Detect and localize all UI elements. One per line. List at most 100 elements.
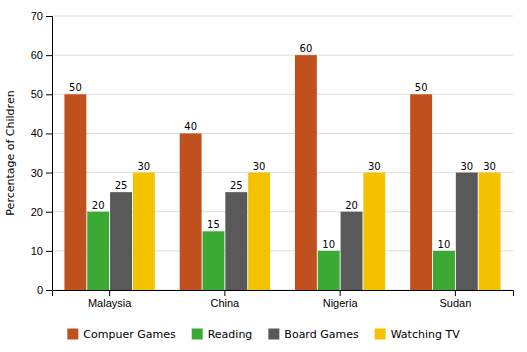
grid (52, 16, 513, 290)
x-tick: Sudan (439, 290, 471, 309)
y-tick: 60 (31, 49, 52, 61)
x-tick-mark (340, 290, 341, 296)
grid-line (52, 94, 513, 95)
grid-line (52, 16, 513, 17)
legend-label: Board Games (284, 328, 359, 341)
y-tick-mark (46, 212, 52, 213)
legend-swatch (67, 329, 78, 340)
legend-swatch (192, 329, 203, 340)
x-tick-mark (224, 290, 225, 296)
chart-container: 50 40 60 50 20 15 10 10 25 25 20 30 30 30 30 30 0 10 20 30 4… (0, 0, 527, 352)
grid-line (52, 172, 513, 173)
y-tick-label: 50 (31, 88, 43, 100)
data-label: 40 (184, 121, 197, 132)
y-tick-label: 30 (31, 167, 43, 179)
bar (248, 173, 270, 290)
x-tick-label: China (211, 297, 241, 309)
data-label: 30 (483, 161, 496, 172)
data-label: 15 (207, 219, 220, 230)
bars (64, 55, 500, 290)
legend-item: Reading (192, 328, 253, 341)
grid-line (52, 55, 513, 56)
data-label: 60 (300, 43, 313, 54)
legend-label: Watching TV (391, 328, 460, 341)
data-label: 10 (322, 239, 335, 250)
x-axis-line (53, 291, 514, 297)
bar (433, 251, 455, 290)
x-tick: China (211, 290, 241, 309)
legend-label: Compuer Games (83, 328, 176, 341)
bar (87, 212, 109, 290)
data-label: 30 (460, 161, 473, 172)
y-axis-line (46, 17, 53, 291)
bar (203, 231, 225, 290)
x-tick: Nigeria (323, 290, 359, 309)
legend-label: Reading (208, 328, 253, 341)
data-labels: 50 40 60 50 20 15 10 10 25 25 20 30 30 30 30 30 (69, 43, 496, 250)
bar (479, 173, 501, 290)
x-tick-label: Sudan (439, 297, 471, 309)
bar (133, 173, 155, 290)
y-tick: 20 (31, 206, 52, 218)
y-tick-label: 10 (31, 245, 43, 257)
data-label: 25 (115, 180, 128, 191)
x-tick-mark (109, 290, 110, 296)
x-tick-label: Malaysia (88, 297, 132, 309)
bar (180, 133, 202, 290)
y-tick-label: 70 (31, 10, 43, 22)
legend-item: Compuer Games (67, 328, 176, 341)
bar (363, 173, 385, 290)
legend-item: Board Games (268, 328, 359, 341)
plot: 50 40 60 50 20 15 10 10 25 25 20 30 30 30 30 30 0 10 20 30 4… (4, 10, 514, 309)
bar (64, 94, 86, 290)
y-tick-mark (46, 173, 52, 174)
x-axis: Malaysia China Nigeria Sudan (53, 290, 514, 309)
bar (456, 173, 478, 290)
legend-swatch (268, 329, 279, 340)
y-tick-mark (46, 290, 52, 291)
bar (410, 94, 432, 290)
bar (341, 212, 363, 290)
y-tick-mark (46, 133, 52, 134)
legend-item: Watching TV (375, 328, 460, 341)
y-tick: 40 (31, 127, 52, 139)
bar-series (64, 55, 432, 290)
data-label: 20 (345, 200, 358, 211)
y-tick-label: 0 (37, 284, 43, 296)
bar (295, 55, 317, 290)
data-label: 30 (253, 161, 266, 172)
data-label: 20 (92, 200, 105, 211)
y-tick-mark (46, 16, 52, 17)
data-label: 10 (438, 239, 451, 250)
y-tick-mark (46, 94, 52, 95)
grid-line (52, 133, 513, 134)
data-label: 50 (415, 82, 428, 93)
y-tick: 0 (37, 284, 52, 296)
x-tick: Malaysia (88, 290, 132, 309)
y-tick: 10 (31, 245, 52, 257)
y-tick-mark (46, 55, 52, 56)
bar (225, 192, 247, 290)
y-tick-label: 20 (31, 206, 43, 218)
chart-svg: 50 40 60 50 20 15 10 10 25 25 20 30 30 30 30 30 0 10 20 30 4… (0, 0, 527, 352)
data-label: 30 (368, 161, 381, 172)
y-tick: 50 (31, 88, 52, 100)
y-tick-mark (46, 251, 52, 252)
y-axis: 0 10 20 30 40 50 60 70 (31, 10, 53, 296)
data-label: 50 (69, 82, 82, 93)
data-label: 30 (137, 161, 150, 172)
bar (110, 192, 132, 290)
bar (318, 251, 340, 290)
legend: Compuer Games Reading Board Games Watching … (67, 328, 460, 341)
y-axis-title: Percentage of Children (4, 90, 17, 215)
y-tick-label: 40 (31, 127, 43, 139)
legend-swatch (375, 329, 386, 340)
x-tick-mark (455, 290, 456, 296)
y-tick-label: 60 (31, 49, 43, 61)
y-tick: 70 (31, 10, 52, 22)
bar-series (110, 173, 478, 290)
data-label: 25 (230, 180, 243, 191)
y-tick: 30 (31, 167, 52, 179)
bar-series (133, 173, 501, 290)
x-tick-label: Nigeria (323, 297, 359, 309)
